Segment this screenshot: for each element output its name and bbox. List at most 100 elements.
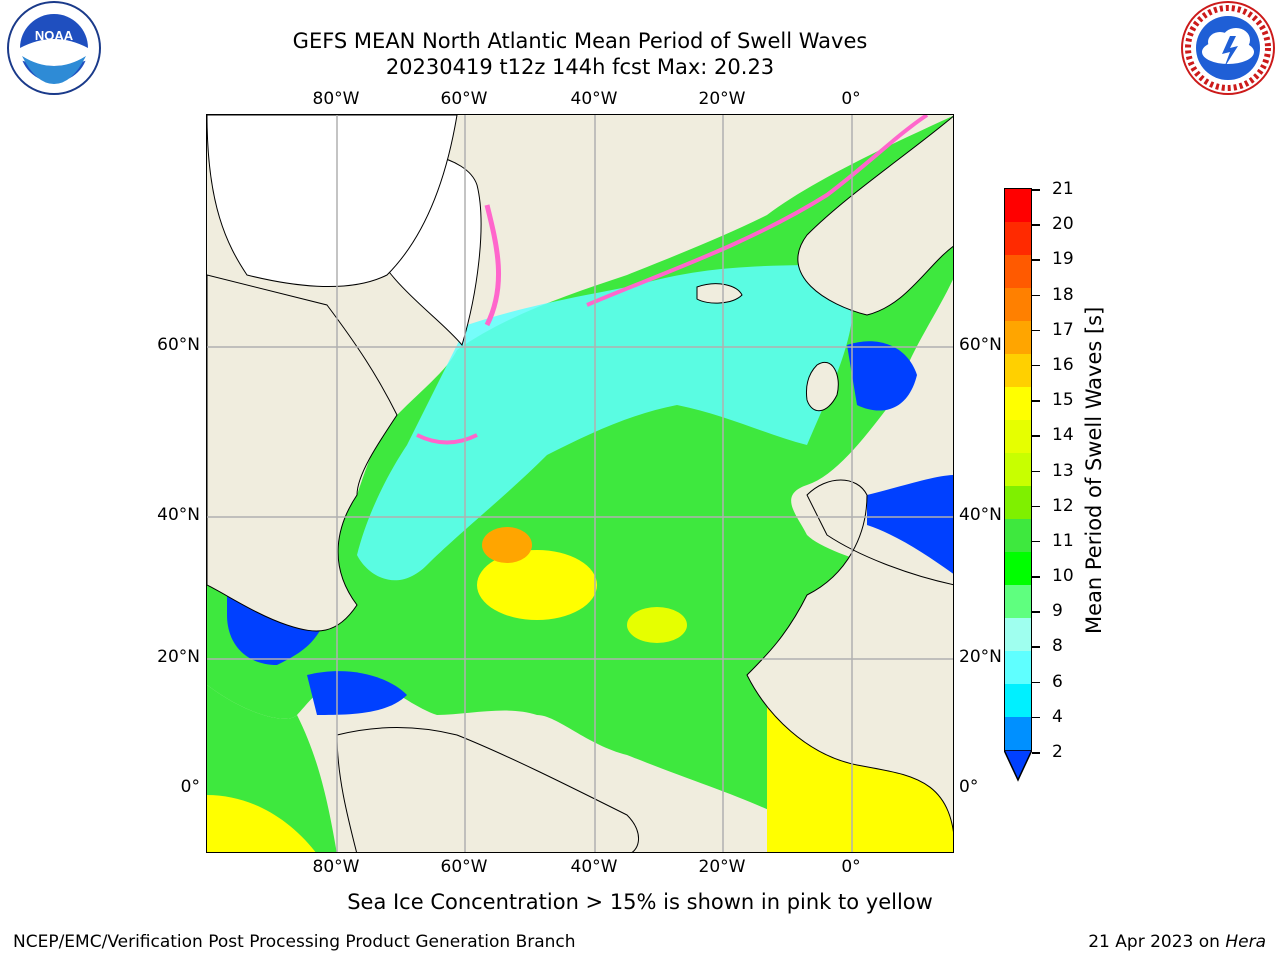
colorbar-tick-label: 20 [1052,214,1074,235]
colorbar-tick [1032,400,1040,402]
colorbar-tick [1032,716,1040,719]
colorbar-tick-label: 17 [1052,319,1074,340]
colorbar-tick [1032,611,1040,613]
sea-ice-edge-labrador [416,433,478,445]
colorbar-tick [1032,646,1040,648]
colorbar-tick [1032,294,1040,297]
colorbar-tick [1032,505,1040,508]
colorbar-arrow [1004,750,1032,782]
colorbar-tick [1032,189,1040,191]
colorbar-tick-label: 19 [1052,249,1074,270]
colorbar-tick-label: 4 [1052,706,1063,727]
lat-label-right-40n: 40°N [959,505,1002,525]
colorbar-segment [1005,354,1031,387]
colorbar-tick-label: 15 [1052,390,1074,411]
cyan-swell-region [357,265,854,581]
colorbar-tick-label: 18 [1052,284,1074,305]
lat-label-left-60n: 60°N [157,335,200,355]
map-subtitle: 20230419 t12z 144h fcst Max: 20.23 [385,55,775,79]
footer-date-text: 21 Apr 2023 on [1088,932,1226,952]
swell-period-map [206,114,954,853]
lat-label-left-20n: 20°N [157,647,200,667]
sea-ice-edge-greenland [484,204,502,327]
lon-label-top-0: 0° [841,89,861,109]
lat-label-right-0: 0° [959,777,979,797]
graticule [207,115,953,852]
colorbar-tick [1032,435,1040,437]
lon-label-top-40w: 40°W [570,89,618,109]
colorbar-segment [1005,222,1031,255]
colorbar-segment [1005,717,1031,750]
colorbar-tick [1032,259,1040,261]
pacific-yellow [207,795,316,852]
lat-label-right-20n: 20°N [959,647,1002,667]
colorbar-tick-label: 21 [1052,179,1074,199]
colorbar-tick [1032,540,1040,543]
colorbar-tick [1032,364,1040,367]
colorbar-segment [1005,255,1031,288]
colorbar-tick [1032,681,1040,684]
colorbar-tick [1032,470,1040,472]
colorbar-segment [1005,420,1031,453]
north-sea-blue [847,341,917,411]
sea-ice-note: Sea Ice Concentration > 15% is shown in … [347,890,933,914]
lon-label-bottom-40w: 40°W [570,857,618,877]
caribbean-blue [307,671,407,715]
colorbar-tick-label: 13 [1052,460,1074,481]
south-america-land [336,727,639,852]
lon-label-bottom-0: 0° [841,857,861,877]
colorbar-segment [1005,288,1031,321]
noaa-logo-text: NOAA [35,28,74,43]
orange-swell-region [482,527,532,563]
colorbar-segment [1005,453,1031,486]
map-canvas [207,115,953,852]
british-isles-land [806,362,839,412]
colorbar-tick-label: 14 [1052,425,1074,446]
nws-logo [1178,0,1278,100]
lon-label-top-80w: 80°W [312,89,360,109]
colorbar-tick-label: 2 [1052,742,1063,762]
colorbar-segment [1005,684,1031,717]
lat-label-left-0: 0° [180,777,200,797]
colorbar-tick-label: 9 [1052,601,1063,622]
iceland-land [696,283,743,304]
colorbar-segment [1005,387,1031,420]
colorbar-title: Mean Period of Swell Waves [s] [1082,306,1106,634]
colorbar-tick-label: 6 [1052,671,1063,692]
europe-land [797,115,953,316]
footer-date: 21 Apr 2023 on Hera [1088,932,1266,952]
yellow-swell-region [477,550,597,620]
colorbar-tick [1032,224,1040,226]
lat-label-left-40n: 40°N [157,505,200,525]
colorbar-tick-label: 12 [1052,495,1074,516]
colorbar-segment [1005,651,1031,684]
lon-label-top-60w: 60°W [440,89,488,109]
canadian-arctic [207,115,458,287]
colorbar-tick-label: 16 [1052,354,1074,375]
sea-ice-edge-arctic [586,115,929,307]
lon-label-bottom-20w: 20°W [698,857,746,877]
north-america-land [207,274,398,632]
lon-label-top-20w: 20°W [698,89,746,109]
colorbar-segment [1005,321,1031,354]
noaa-logo: NOAA [2,0,106,100]
colorbar-tick-label: 8 [1052,636,1063,657]
colorbar [1004,188,1032,752]
footer-host: Hera [1225,932,1266,952]
colorbar-segment [1005,552,1031,585]
colorbar-segment [1005,519,1031,552]
colorbar-segment [1005,618,1031,651]
footer-credit: NCEP/EMC/Verification Post Processing Pr… [13,932,576,952]
yellow-swell-region-2 [627,607,687,643]
lon-label-bottom-80w: 80°W [312,857,360,877]
colorbar-segment [1005,189,1031,222]
mediterranean-blue [867,475,953,574]
colorbar-tick-label: 11 [1052,530,1074,551]
colorbar-segment [1005,486,1031,519]
lon-label-bottom-60w: 60°W [440,857,488,877]
colorbar-segment [1005,585,1031,618]
colorbar-tick [1032,752,1040,754]
lat-label-right-60n: 60°N [959,335,1002,355]
map-title: GEFS MEAN North Atlantic Mean Period of … [292,29,868,53]
colorbar-tick-label: 10 [1052,566,1074,587]
